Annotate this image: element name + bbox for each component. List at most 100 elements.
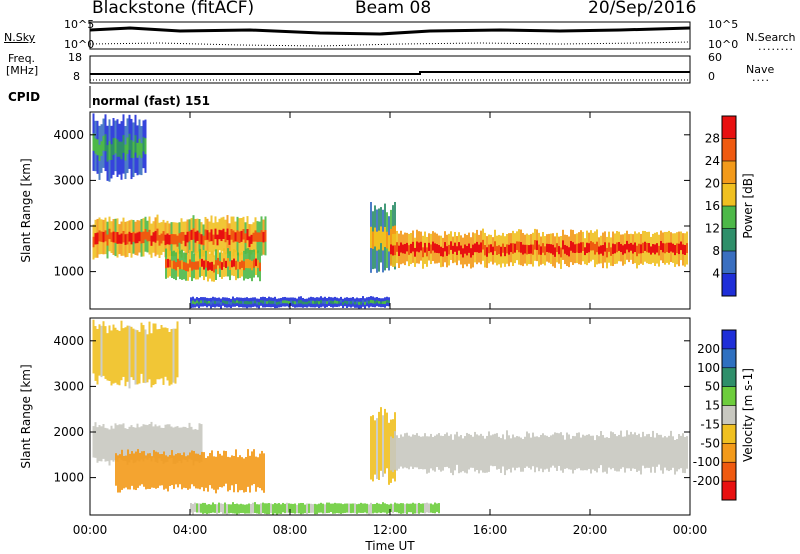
- echo-core: [120, 141, 123, 160]
- echo-core: [180, 232, 183, 244]
- echo-core: [264, 300, 266, 304]
- echo-core: [100, 231, 103, 242]
- echo-core: [332, 301, 334, 305]
- echo-core: [199, 258, 201, 268]
- echo-core: [237, 261, 239, 270]
- echo-streak: [260, 503, 262, 515]
- echo-core: [252, 232, 255, 242]
- echo-streak: [516, 436, 518, 468]
- echo-streak: [180, 427, 183, 464]
- echo-core: [390, 244, 392, 255]
- echo-streak: [648, 433, 650, 468]
- echo-streak: [151, 456, 153, 488]
- echo-streak: [672, 436, 674, 468]
- echo-core: [250, 234, 253, 244]
- echo-core: [498, 245, 500, 255]
- echo-core: [344, 300, 346, 304]
- echo-streak: [396, 503, 398, 513]
- echo-core: [177, 258, 179, 268]
- echo-streak: [468, 433, 470, 470]
- echo-streak: [138, 331, 141, 384]
- echo-core: [526, 244, 528, 255]
- echo-streak: [384, 503, 386, 513]
- echo-core: [128, 231, 131, 242]
- echo-core: [394, 245, 396, 256]
- echo-core: [198, 232, 201, 245]
- noise-right-bottom-tick: 10^0: [708, 38, 739, 51]
- echo-streak: [610, 431, 612, 470]
- noise-right-top-tick: 10^5: [708, 18, 739, 31]
- echo-core: [126, 233, 129, 245]
- echo-core: [222, 228, 225, 240]
- echo-streak: [136, 330, 139, 385]
- echo-core: [652, 244, 654, 253]
- colorbar-segment: [722, 348, 736, 369]
- echo-streak: [392, 438, 394, 473]
- echo-core: [654, 244, 656, 255]
- echo-core: [386, 300, 388, 303]
- echo-streak: [424, 503, 426, 514]
- colorbar-segment: [722, 405, 736, 425]
- echo-core: [108, 141, 111, 160]
- echo-streak: [250, 503, 252, 514]
- echo-streak: [121, 449, 123, 490]
- echo-core: [590, 241, 592, 251]
- echo-core: [648, 243, 650, 253]
- echo-core: [256, 301, 258, 305]
- echo-streak: [300, 502, 302, 515]
- echo-streak: [134, 329, 137, 385]
- echo-core: [436, 244, 438, 253]
- echo-core: [294, 301, 296, 305]
- echo-streak: [306, 503, 308, 514]
- echo-streak: [402, 436, 404, 469]
- echo-core: [312, 300, 314, 304]
- echo-streak: [452, 439, 454, 476]
- echo-streak: [146, 334, 149, 383]
- echo-core: [384, 226, 386, 248]
- echo-streak: [642, 431, 644, 466]
- echo-streak: [231, 455, 233, 486]
- echo-streak: [362, 503, 364, 513]
- echo-streak: [354, 503, 356, 514]
- colorbar-label: Power [dB]: [741, 173, 755, 238]
- echo-streak: [207, 456, 209, 492]
- echo-core: [192, 228, 195, 240]
- echo-core: [516, 241, 518, 251]
- echo-streak: [198, 503, 200, 513]
- echo-streak: [156, 426, 159, 464]
- echo-core: [184, 234, 187, 247]
- echo-streak: [145, 455, 147, 490]
- echo-core: [370, 226, 372, 249]
- x-tick-label: 16:00: [473, 523, 508, 537]
- echo-core: [466, 245, 468, 256]
- echo-streak: [314, 503, 316, 515]
- echo-streak: [350, 503, 352, 514]
- echo-streak: [170, 329, 173, 385]
- echo-core: [172, 234, 175, 245]
- echo-streak: [226, 504, 228, 515]
- echo-streak: [144, 424, 147, 459]
- echo-core: [92, 133, 95, 151]
- colorbar-segment: [722, 367, 736, 388]
- echo-core: [602, 245, 604, 256]
- echo-core: [96, 139, 99, 156]
- echo-streak: [576, 432, 578, 469]
- echo-streak: [196, 429, 199, 462]
- colorbar-tick-label: -15: [700, 417, 720, 431]
- echo-streak: [422, 503, 424, 513]
- echo-streak: [382, 415, 384, 477]
- plot-frame: [89, 317, 691, 516]
- echo-core: [368, 300, 370, 304]
- echo-core: [388, 235, 390, 252]
- echo-core: [532, 244, 534, 255]
- echo-core: [348, 300, 350, 304]
- echo-streak: [292, 503, 294, 514]
- echo-streak: [376, 502, 378, 514]
- echo-core: [492, 246, 494, 255]
- echo-streak: [124, 428, 127, 462]
- echo-streak: [434, 502, 436, 514]
- echo-streak: [115, 453, 117, 486]
- echo-core: [676, 243, 678, 254]
- echo-core: [564, 244, 566, 254]
